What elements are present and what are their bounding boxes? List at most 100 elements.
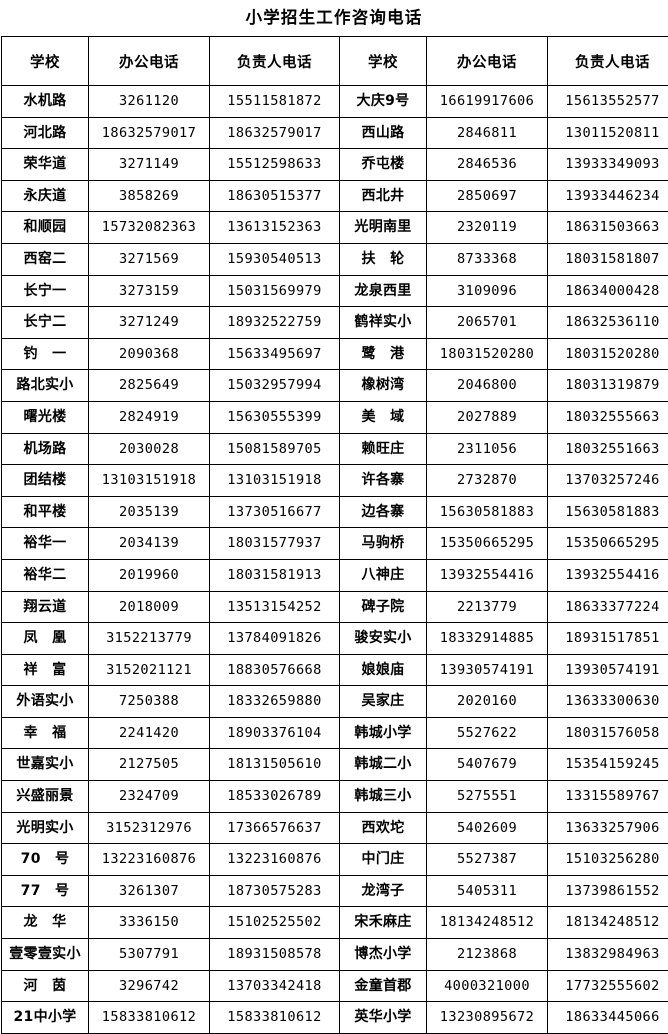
person-phone-right: 15350665295: [548, 528, 668, 560]
person-phone-left: 15512598633: [210, 149, 340, 181]
school-name-left: 和平楼: [2, 496, 89, 528]
office-phone-left: 3261120: [89, 86, 210, 118]
person-phone-right: 18632536110: [548, 307, 668, 339]
office-phone-left: 13223160876: [89, 844, 210, 876]
person-phone-left: 18533026789: [210, 781, 340, 813]
school-name-left: 翔云道: [2, 591, 89, 623]
office-phone-right: 15630581883: [427, 496, 548, 528]
office-phone-right: 2123868: [427, 939, 548, 971]
person-phone-right: 18633445066: [548, 1002, 668, 1034]
person-phone-right: 18031520280: [548, 338, 668, 370]
office-phone-left: 2825649: [89, 370, 210, 402]
person-phone-left: 15031569979: [210, 275, 340, 307]
person-phone-right: 18031576058: [548, 717, 668, 749]
column-header-school-right: 学校: [340, 37, 427, 86]
column-header-person-left: 负责人电话: [210, 37, 340, 86]
person-phone-right: 18631503663: [548, 212, 668, 244]
school-name-right: 碑子院: [340, 591, 427, 623]
office-phone-left: 2324709: [89, 781, 210, 813]
school-name-left: 和顺园: [2, 212, 89, 244]
school-name-left: 幸 福: [2, 717, 89, 749]
school-name-right: 韩城三小: [340, 781, 427, 813]
school-name-left: 西窑二: [2, 243, 89, 275]
school-name-left: 70 号: [2, 844, 89, 876]
person-phone-left: 15833810612: [210, 1002, 340, 1034]
office-phone-right: 13230895672: [427, 1002, 548, 1034]
school-name-right: 龙泉西里: [340, 275, 427, 307]
person-phone-left: 15081589705: [210, 433, 340, 465]
person-phone-left: 18730575283: [210, 875, 340, 907]
office-phone-right: 2027889: [427, 401, 548, 433]
school-name-right: 鹤祥实小: [340, 307, 427, 339]
school-name-left: 水机路: [2, 86, 89, 118]
office-phone-right: 5405311: [427, 875, 548, 907]
person-phone-right: 13315589767: [548, 781, 668, 813]
school-name-right: 中门庄: [340, 844, 427, 876]
school-name-right: 龙湾子: [340, 875, 427, 907]
office-phone-left: 7250388: [89, 686, 210, 718]
office-phone-left: 2030028: [89, 433, 210, 465]
school-name-right: 马驹桥: [340, 528, 427, 560]
person-phone-left: 18031581913: [210, 559, 340, 591]
person-phone-right: 18134248512: [548, 907, 668, 939]
office-phone-left: 3296742: [89, 970, 210, 1002]
school-name-right: 美 域: [340, 401, 427, 433]
table-header-row: 学校 办公电话 负责人电话 学校 办公电话 负责人电话: [2, 37, 668, 86]
school-name-right: 宋禾麻庄: [340, 907, 427, 939]
office-phone-right: 2020160: [427, 686, 548, 718]
office-phone-right: 2850697: [427, 180, 548, 212]
school-name-left: 永庆道: [2, 180, 89, 212]
person-phone-left: 18903376104: [210, 717, 340, 749]
school-name-left: 机场路: [2, 433, 89, 465]
office-phone-right: 5527622: [427, 717, 548, 749]
person-phone-left: 13784091826: [210, 623, 340, 655]
office-phone-left: 3271569: [89, 243, 210, 275]
school-name-right: 边各寨: [340, 496, 427, 528]
school-name-left: 光明实小: [2, 812, 89, 844]
person-phone-left: 18131505610: [210, 749, 340, 781]
person-phone-right: 18032555663: [548, 401, 668, 433]
office-phone-left: 2018009: [89, 591, 210, 623]
person-phone-left: 13730516677: [210, 496, 340, 528]
school-name-right: 光明南里: [340, 212, 427, 244]
column-header-school-left: 学校: [2, 37, 89, 86]
school-name-left: 曙光楼: [2, 401, 89, 433]
office-phone-right: 13930574191: [427, 654, 548, 686]
school-name-left: 路北实小: [2, 370, 89, 402]
office-phone-right: 4000321000: [427, 970, 548, 1002]
school-name-right: 大庆9号: [340, 86, 427, 118]
office-phone-left: 2090368: [89, 338, 210, 370]
office-phone-right: 2732870: [427, 465, 548, 497]
person-phone-right: 13832984963: [548, 939, 668, 971]
school-name-left: 兴盛丽景: [2, 781, 89, 813]
office-phone-right: 2320119: [427, 212, 548, 244]
office-phone-right: 13932554416: [427, 559, 548, 591]
school-name-right: 乔屯楼: [340, 149, 427, 181]
document-page: 小学招生工作咨询电话 学校 办公电话 负责人电话 学校 办公电话 负责人电话 水…: [0, 0, 668, 876]
school-name-left: 21中小学: [2, 1002, 89, 1034]
person-phone-right: 13933446234: [548, 180, 668, 212]
person-phone-left: 13513154252: [210, 591, 340, 623]
school-name-right: 八神庄: [340, 559, 427, 591]
school-name-left: 外语实小: [2, 686, 89, 718]
office-phone-left: 2035139: [89, 496, 210, 528]
person-phone-left: 13103151918: [210, 465, 340, 497]
person-phone-left: 15102525502: [210, 907, 340, 939]
person-phone-right: 15613552577: [548, 86, 668, 118]
person-phone-left: 15930540513: [210, 243, 340, 275]
office-phone-right: 2046800: [427, 370, 548, 402]
office-phone-left: 3858269: [89, 180, 210, 212]
